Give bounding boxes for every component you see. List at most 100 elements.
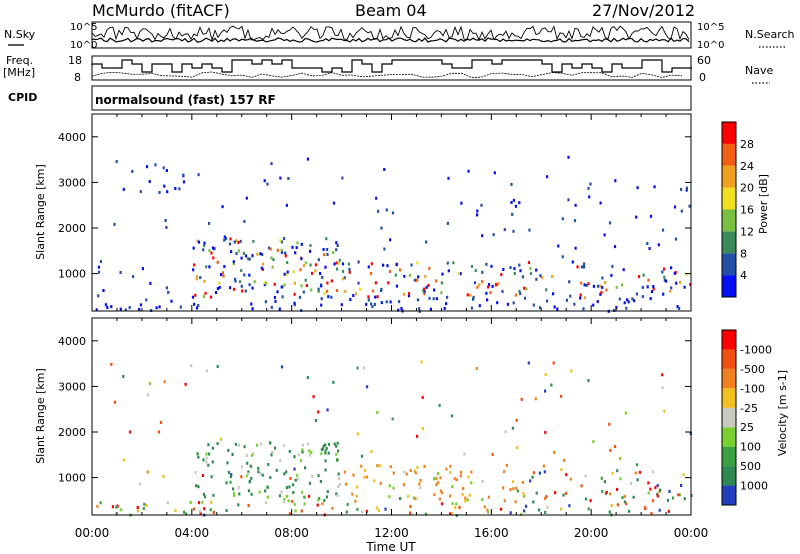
data-cell [312, 395, 315, 399]
data-cell [278, 494, 281, 498]
data-cell [435, 279, 438, 283]
data-cell [608, 510, 611, 514]
data-cell [326, 490, 329, 494]
data-cell [283, 272, 286, 276]
data-cell [441, 272, 444, 276]
data-cell [314, 419, 317, 422]
data-cell [553, 451, 556, 454]
data-cell [279, 176, 282, 180]
data-cell [248, 273, 251, 277]
data-cell [518, 201, 521, 205]
data-cell [310, 450, 313, 454]
data-cell [647, 481, 650, 485]
data-cell [601, 490, 604, 493]
x-tick-label: 12:00 [374, 526, 409, 540]
data-cell [335, 492, 338, 496]
data-cell [210, 295, 213, 299]
freq-traces [91, 59, 692, 79]
data-cell [240, 256, 243, 260]
data-cell [564, 491, 568, 495]
data-cell [204, 291, 207, 295]
data-cell [309, 263, 312, 267]
data-cell [604, 281, 607, 285]
data-cell [419, 479, 422, 482]
data-cell [229, 480, 232, 484]
data-cell [384, 507, 387, 511]
data-cell [335, 248, 338, 252]
data-cell [462, 487, 465, 490]
data-cell [320, 303, 323, 307]
data-cell [227, 448, 230, 452]
data-cell [521, 480, 524, 484]
data-cell [546, 505, 549, 509]
data-cell [647, 491, 650, 495]
velocity-heatmap-cells [96, 360, 693, 517]
data-cell [286, 270, 289, 274]
data-cell [166, 190, 169, 194]
data-cell [492, 233, 495, 237]
data-cell [246, 257, 250, 261]
data-cell [267, 246, 271, 250]
data-cell [481, 480, 484, 483]
data-cell [102, 289, 105, 292]
data-cell [246, 461, 249, 465]
data-cell [439, 476, 442, 480]
data-cell [247, 472, 250, 476]
data-cell [262, 262, 265, 266]
data-cell [136, 506, 139, 509]
velocity-colorbar-swatch [722, 427, 736, 447]
velocity-colorbar-swatch [722, 349, 736, 369]
data-cell [470, 481, 473, 485]
data-cell [211, 446, 214, 450]
data-cell [446, 221, 449, 225]
data-cell [163, 380, 166, 384]
data-cell [266, 485, 269, 489]
data-cell [253, 280, 256, 284]
data-cell [416, 278, 419, 282]
data-cell [685, 272, 688, 276]
data-cell [239, 280, 242, 284]
data-cell [251, 307, 254, 311]
data-cell [291, 499, 294, 503]
data-cell [661, 270, 664, 274]
data-cell [463, 452, 466, 456]
data-cell [511, 426, 514, 430]
data-cell [120, 508, 123, 512]
data-cell [535, 268, 538, 272]
data-cell [667, 509, 670, 513]
data-cell [333, 442, 336, 446]
data-cell [665, 279, 668, 283]
data-cell [208, 452, 211, 456]
data-cell [374, 295, 377, 299]
data-cell [205, 452, 208, 456]
data-cell [271, 450, 274, 454]
data-cell [124, 308, 127, 312]
data-cell [518, 263, 521, 267]
data-cell [270, 256, 273, 260]
data-cell [323, 498, 326, 502]
data-cell [174, 187, 177, 190]
data-cell [276, 290, 279, 294]
data-cell [148, 180, 151, 183]
power-panel-frame [91, 113, 692, 312]
data-cell [616, 487, 619, 491]
data-cell [208, 265, 211, 269]
data-cell [317, 258, 320, 262]
data-cell [544, 389, 547, 393]
data-cell [500, 507, 503, 511]
data-cell [673, 205, 677, 209]
data-cell [648, 247, 651, 250]
data-cell [299, 268, 302, 272]
data-cell [616, 503, 619, 507]
data-cell [472, 295, 475, 299]
data-cell [567, 198, 570, 202]
data-cell [304, 466, 307, 470]
data-cell [557, 244, 560, 248]
data-cell [202, 294, 205, 298]
data-cell [308, 449, 311, 453]
data-cell [162, 475, 165, 478]
data-cell [643, 505, 646, 509]
data-cell [455, 502, 458, 506]
data-cell [294, 509, 297, 513]
y-tick-label: 3000 [58, 380, 86, 393]
